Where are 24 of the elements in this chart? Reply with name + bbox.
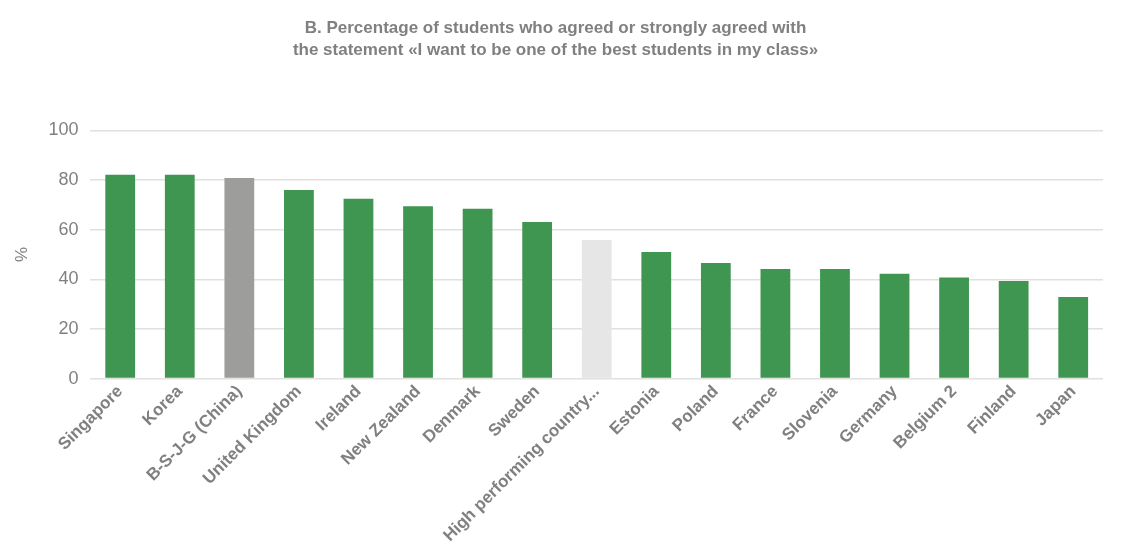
bar [879,273,910,378]
y-tick-label: 60 [58,218,79,239]
bar [284,190,314,378]
bar [164,174,195,378]
bar [820,268,850,378]
y-tick-label: 100 [48,119,79,140]
bar [700,262,731,378]
bar [462,208,493,378]
bar [224,178,255,378]
y-tick-label: 20 [58,317,79,338]
y-axis-title: % [11,246,31,263]
bar [1058,296,1089,378]
bar [403,206,433,378]
bar [998,281,1029,378]
y-tick-label: 0 [68,367,79,388]
bar [939,277,969,378]
bar [105,174,136,378]
y-tick-label: 80 [58,169,79,190]
bar [343,198,374,378]
y-tick-label: 40 [58,268,79,289]
chart-title: B. Percentage of students who agreed or strongly agreed with the statement «I want to be one of the best students in my class» [292,18,819,59]
bar [522,222,553,378]
bar [760,268,791,378]
bar [641,252,672,378]
